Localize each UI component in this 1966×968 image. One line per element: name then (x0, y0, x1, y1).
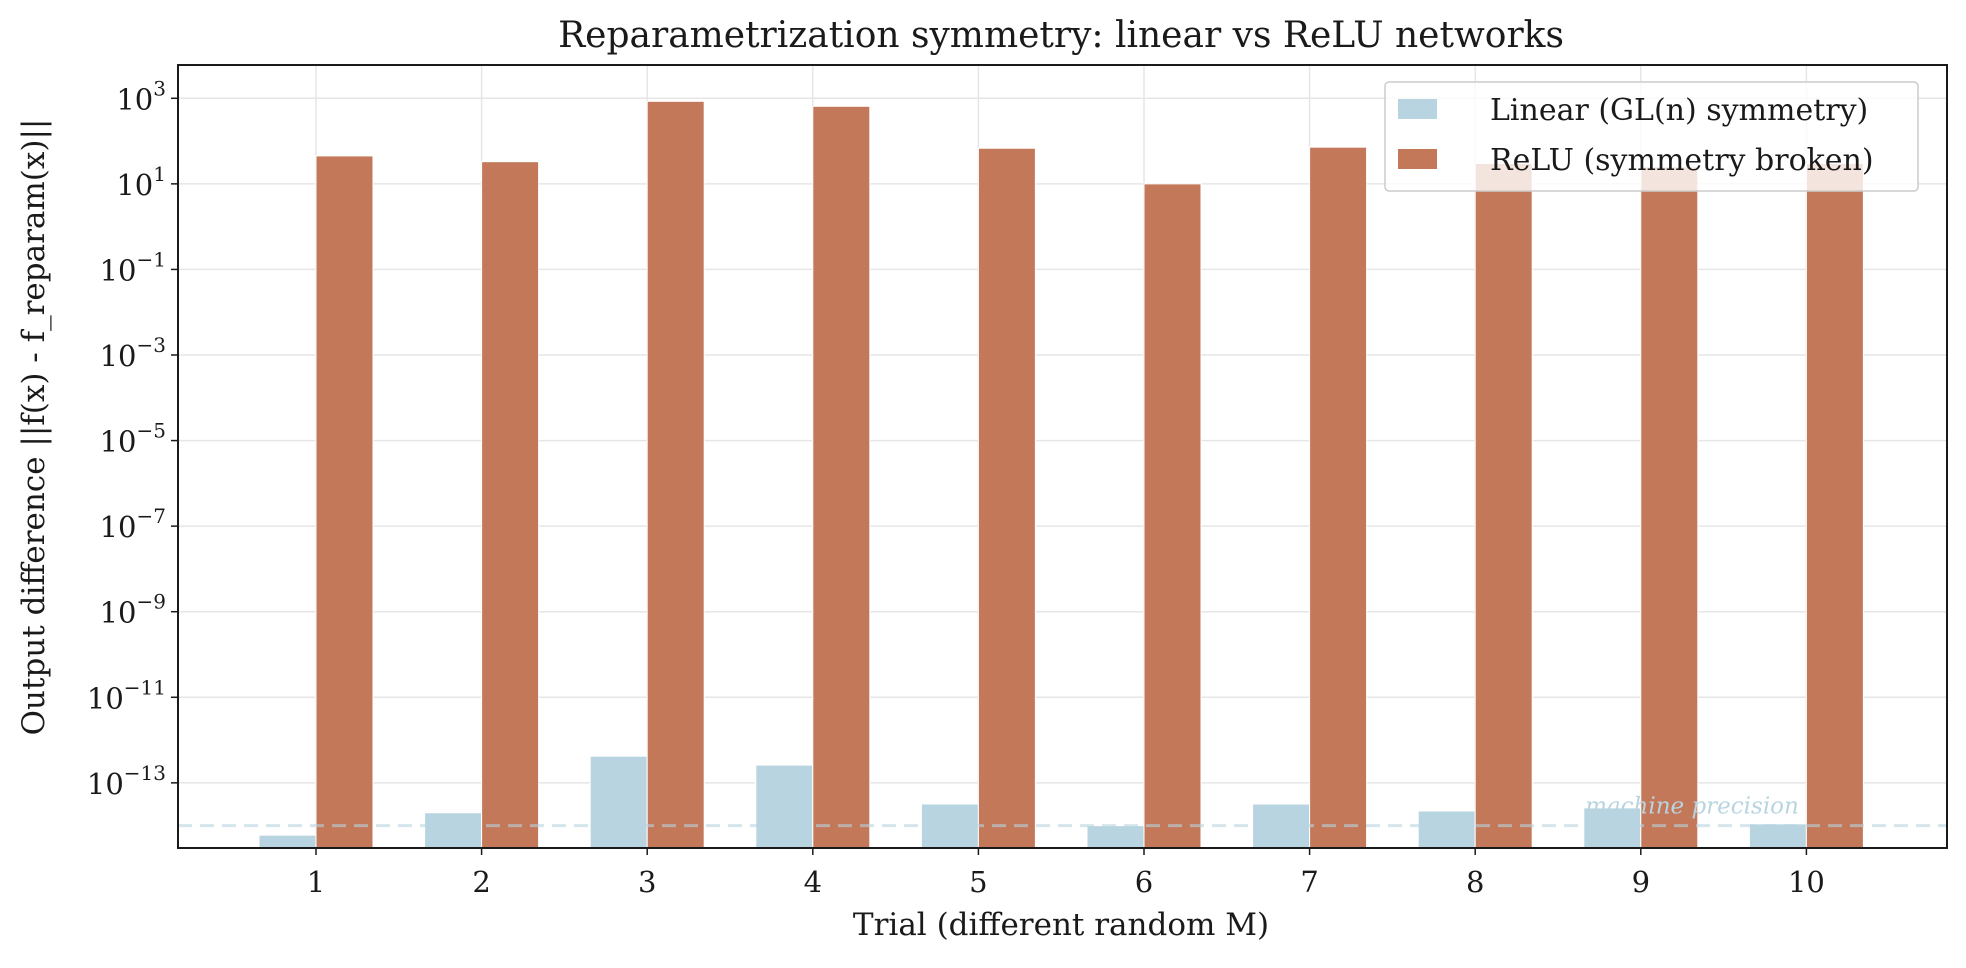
y-tick-label: 10−9 (100, 590, 166, 630)
bar-relu-4 (812, 105, 871, 849)
y-tick-label: 10−5 (100, 419, 166, 459)
bar-relu-6 (1143, 183, 1202, 849)
axes-frame (177, 64, 1948, 849)
bar-linear-3 (589, 755, 648, 849)
x-tick-label-4: 4 (804, 865, 822, 899)
legend-frame (1384, 81, 1919, 192)
y-tick-label: 101 (116, 162, 166, 202)
bar-linear-10 (1748, 823, 1807, 849)
bar-linear-6 (1086, 825, 1145, 849)
legend-label-linear: Linear (GL(n) symmetry) (1490, 93, 1868, 128)
y-tick-label: 10−7 (100, 504, 166, 544)
bar-relu-9 (1640, 166, 1699, 849)
x-tick-label-2: 2 (472, 865, 490, 899)
x-tick-label-1: 1 (307, 865, 325, 899)
y-tick-label: 10−11 (87, 675, 166, 715)
bar-relu-1 (315, 155, 374, 849)
legend: Linear (GL(n) symmetry) ReLU (symmetry b… (1384, 81, 1919, 192)
x-tick-label-8: 8 (1466, 865, 1484, 899)
x-tick-label-6: 6 (1135, 865, 1153, 899)
x-tick-label-10: 10 (1788, 865, 1825, 899)
y-tick-label: 10−3 (100, 333, 166, 373)
legend-swatch-linear (1398, 99, 1437, 119)
axes-layer (177, 64, 1948, 849)
reference-line-label: machine precision (1585, 794, 1799, 820)
reference-line-layer: machine precision (178, 794, 1947, 828)
bar-linear-8 (1417, 810, 1476, 849)
x-tick-label-5: 5 (969, 865, 987, 899)
bars-layer (258, 100, 1864, 849)
y-tick-label: 103 (116, 76, 166, 116)
bar-relu-8 (1474, 162, 1533, 849)
ticks-layer: 103 101 10−1 10−3 10−5 10−7 10−9 10−11 10−13 1 2 3 4… (87, 76, 1825, 899)
bar-relu-7 (1309, 146, 1368, 849)
legend-swatch-relu (1398, 149, 1437, 169)
y-axis-label: Output difference ||f(x) - f_reparam(x)|… (16, 119, 52, 736)
y-tick-label: 10−13 (87, 761, 166, 801)
x-axis-label: Trial (different random M) (853, 907, 1269, 943)
bar-relu-5 (977, 147, 1036, 849)
x-tick-label-9: 9 (1632, 865, 1650, 899)
legend-label-relu: ReLU (symmetry broken) (1490, 143, 1874, 178)
bar-relu-2 (481, 161, 540, 849)
bar-linear-2 (424, 812, 483, 849)
chart-title: Reparametrization symmetry: linear vs Re… (558, 15, 1564, 56)
bar-relu-3 (646, 100, 705, 849)
x-tick-label-7: 7 (1300, 865, 1318, 899)
bar-linear-1 (258, 834, 317, 849)
bar-relu-10 (1805, 162, 1864, 849)
y-tick-label: 10−1 (100, 247, 166, 287)
x-tick-label-3: 3 (638, 865, 656, 899)
bar-linear-4 (755, 764, 814, 849)
